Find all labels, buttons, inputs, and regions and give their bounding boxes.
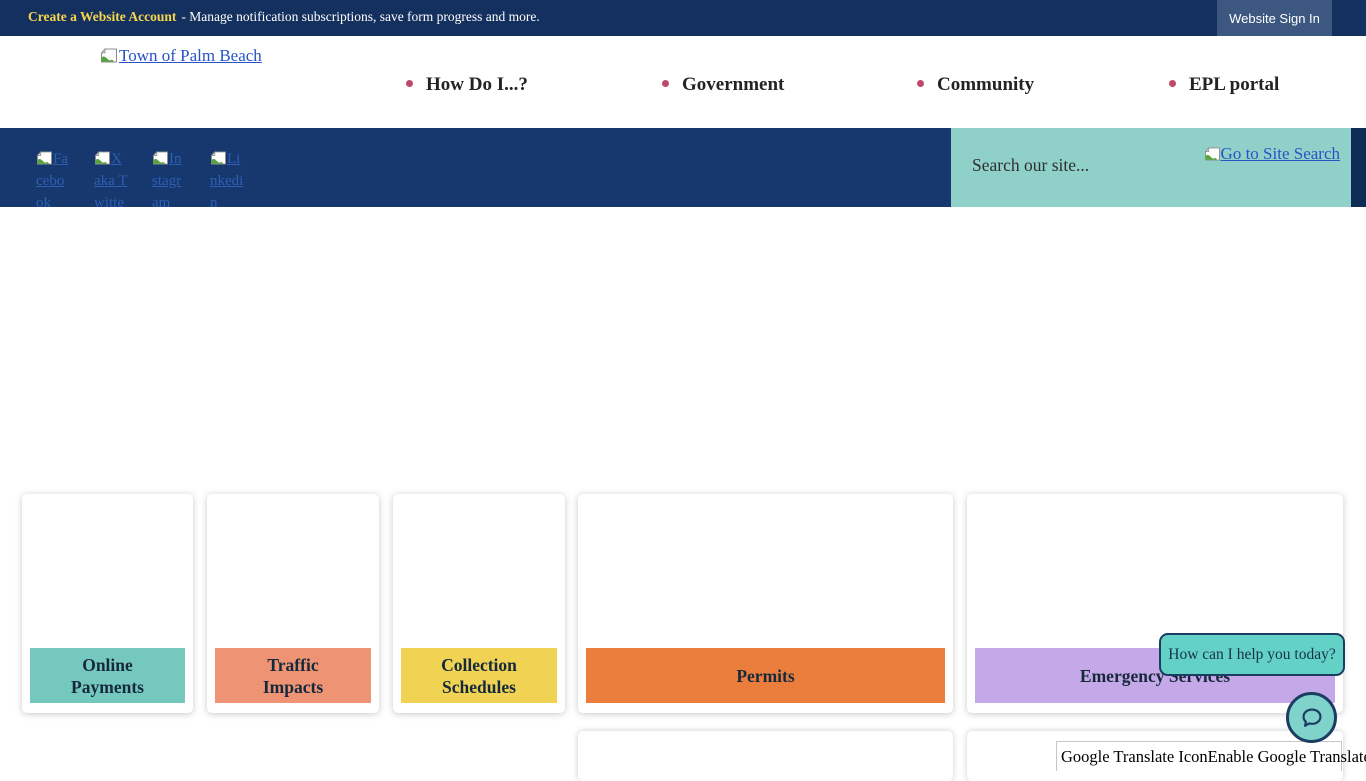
- create-account-link[interactable]: Create a Website Account: [28, 9, 177, 24]
- x-twitter-alt-text: X aka Twitter: [94, 151, 128, 207]
- instagram-alt-text: Instagram: [152, 151, 182, 207]
- broken-image-icon: [94, 150, 110, 165]
- chat-bubble-icon: [1301, 707, 1322, 727]
- facebook-link[interactable]: Facebook: [36, 148, 70, 207]
- search-input[interactable]: [970, 154, 1230, 177]
- top-utility-bar: Create a Website Account - Manage notific…: [0, 0, 1366, 36]
- quick-link-card-partial[interactable]: [578, 731, 953, 781]
- go-to-site-search-label: Go to Site Search: [1220, 144, 1340, 163]
- nav-label: Government: [682, 74, 785, 95]
- quick-link-card-online-payments[interactable]: Online Payments: [22, 494, 193, 713]
- google-translate-icon-alt: Google Translate Icon: [1061, 746, 1208, 766]
- broken-image-icon: [36, 150, 52, 165]
- nav-label: EPL portal: [1189, 74, 1280, 95]
- quick-link-label: Collection Schedules: [401, 648, 557, 703]
- chat-greeting-tooltip: How can I help you today?: [1159, 633, 1345, 676]
- broken-image-icon: [1204, 146, 1220, 161]
- quick-link-card-collection-schedules[interactable]: Collection Schedules: [393, 494, 565, 713]
- account-promo-tagline: - Manage notification subscriptions, sav…: [181, 9, 540, 24]
- quick-link-label: Traffic Impacts: [215, 648, 371, 703]
- social-media-bar: Facebook X aka Twitter Instagram Linkedi…: [0, 128, 951, 207]
- facebook-alt-text: Facebook: [36, 151, 68, 207]
- broken-image-icon: [100, 47, 117, 63]
- website-sign-in-button[interactable]: Website Sign In: [1217, 0, 1332, 36]
- quick-link-card-traffic-impacts[interactable]: Traffic Impacts: [207, 494, 379, 713]
- linkedin-link[interactable]: Linkedin: [210, 148, 244, 207]
- enable-google-translate-label: Enable Google Translate: [1207, 746, 1366, 766]
- broken-image-icon: [152, 150, 168, 165]
- site-logo-text: Town of Palm Beach: [119, 46, 262, 65]
- site-header: Town of Palm Beach How Do I...? Governme…: [0, 36, 1366, 128]
- nav-item-epl-portal[interactable]: EPL portal: [1169, 74, 1279, 96]
- go-to-site-search-link[interactable]: Go to Site Search: [1204, 144, 1340, 164]
- site-logo-link[interactable]: Town of Palm Beach: [100, 46, 262, 66]
- chat-launcher-button[interactable]: [1286, 692, 1337, 743]
- nav-item-how-do-i[interactable]: How Do I...?: [406, 74, 528, 96]
- nav-item-community[interactable]: Community: [917, 74, 1034, 96]
- quick-link-card-emergency-services[interactable]: Emergency Services: [967, 494, 1343, 713]
- nav-bullet-icon: [917, 80, 924, 87]
- linkedin-alt-text: Linkedin: [210, 151, 244, 207]
- account-promo: Create a Website Account - Manage notific…: [28, 9, 540, 25]
- instagram-link[interactable]: Instagram: [152, 148, 186, 207]
- enable-google-translate-button[interactable]: Google Translate Icon Enable Google Trans…: [1056, 741, 1366, 771]
- right-edge-strip: [1351, 128, 1366, 207]
- x-twitter-link[interactable]: X aka Twitter: [94, 148, 128, 207]
- site-search-area: Go to Site Search: [951, 128, 1351, 207]
- nav-label: How Do I...?: [426, 74, 528, 95]
- nav-bullet-icon: [662, 80, 669, 87]
- quick-link-label: Permits: [586, 648, 945, 703]
- quick-link-label: Online Payments: [30, 648, 185, 703]
- nav-bullet-icon: [406, 80, 413, 87]
- broken-image-icon: [210, 150, 226, 165]
- nav-item-government[interactable]: Government: [662, 74, 784, 96]
- quick-link-card-permits[interactable]: Permits: [578, 494, 953, 713]
- nav-label: Community: [937, 74, 1035, 95]
- nav-bullet-icon: [1169, 80, 1176, 87]
